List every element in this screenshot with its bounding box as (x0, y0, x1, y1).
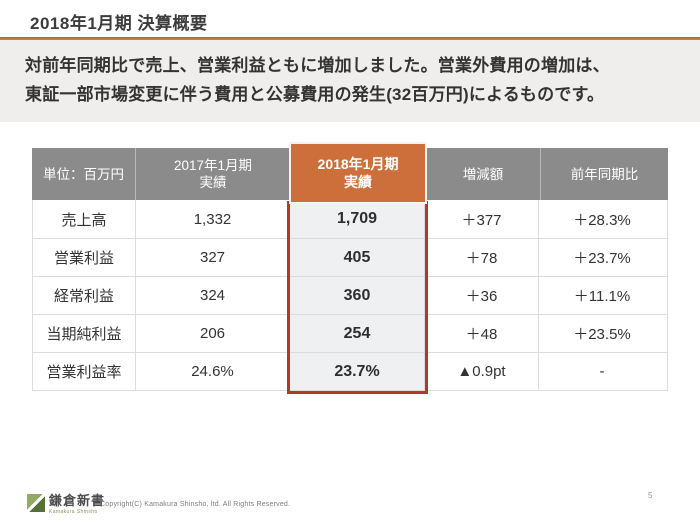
table-row-net-income: 当期純利益 206 254 ＋48 ＋23.5% (33, 314, 667, 352)
value-2017: 324 (135, 277, 289, 314)
table-row-sales: 売上高 1,332 1,709 ＋377 ＋28.3% (33, 200, 667, 238)
value-diff: ＋78 (424, 239, 538, 276)
row-label: 営業利益 (53, 250, 114, 267)
header-2018-line2: 実績 (344, 174, 372, 190)
value-yoy: - (538, 353, 665, 390)
logo-text-english: Kamakura Shinsho (49, 509, 98, 515)
logo-text-japanese: 鎌倉新書 (49, 493, 106, 508)
slide-title: 2018年1月期 決算概要 (30, 14, 208, 33)
summary-text-line1: 対前年同期比で売上、営業利益ともに増加しました。営業外費用の増加は、 (25, 56, 610, 75)
table-row-operating-profit: 営業利益 327 405 ＋78 ＋23.7% (33, 238, 667, 276)
value-diff: ▲0.9pt (424, 353, 538, 390)
summary-callout-box: 対前年同期比で売上、営業利益ともに増加しました。営業外費用の増加は、 東証一部市… (0, 40, 700, 122)
header-2018-actual: 2018年1月期 実績 (289, 142, 427, 204)
value-2017: 24.6% (135, 353, 289, 390)
header-2017-actual: 2017年1月期 実績 (135, 148, 290, 200)
kamakura-shinsho-logo-icon (27, 494, 45, 512)
value-diff: ＋36 (424, 277, 538, 314)
header-2017-line1: 2017年1月期 (173, 158, 253, 173)
value-yoy: ＋28.3% (538, 200, 665, 238)
table-row-ordinary-profit: 経常利益 324 360 ＋36 ＋11.1% (33, 276, 667, 314)
copyright-text: Copyright(C) Kamakura Shinsho, ltd. All … (100, 501, 291, 508)
page-number: 5 (648, 491, 653, 500)
value-2017: 206 (135, 315, 289, 352)
header-2018-line1: 2018年1月期 (317, 156, 399, 172)
row-label: 営業利益率 (46, 364, 122, 381)
header-yoy: 前年同期比 (540, 148, 668, 200)
value-2018: 254 (289, 315, 424, 352)
value-diff: ＋377 (424, 200, 538, 238)
value-2018: 360 (289, 277, 424, 314)
row-label: 売上高 (61, 211, 107, 229)
value-diff: ＋48 (424, 315, 538, 352)
header-unit-label: 単位：百万円 (43, 166, 124, 182)
header-diff-label: 増減額 (462, 166, 504, 182)
value-yoy: ＋23.5% (538, 315, 665, 352)
table-body: 売上高 1,332 1,709 ＋377 ＋28.3% 営業利益 327 405… (32, 200, 668, 391)
header-unit: 単位：百万円 (32, 148, 135, 200)
table-header-row: 単位：百万円 2017年1月期 実績 2018年1月期 実績 増減額 前年同期比 (32, 142, 668, 204)
header-2018-highlight-cell: 2018年1月期 実績 (289, 142, 427, 204)
summary-text-line2: 東証一部市場変更に伴う費用と公募費用の発生(32百万円)によるものです。 (25, 85, 605, 104)
financial-results-table: 単位：百万円 2017年1月期 実績 2018年1月期 実績 増減額 前年同期比 (32, 142, 668, 394)
title-divider-rule (0, 37, 700, 40)
header-yoy-label: 前年同期比 (570, 166, 639, 182)
row-label: 当期純利益 (46, 326, 122, 343)
value-2018: 405 (289, 239, 424, 276)
header-2017-line2: 実績 (199, 175, 227, 190)
value-2017: 1,332 (135, 200, 289, 238)
value-2017: 327 (135, 239, 289, 276)
table-row-operating-margin: 営業利益率 24.6% 23.7% ▲0.9pt - (33, 352, 667, 390)
value-2018: 1,709 (289, 200, 424, 238)
value-yoy: ＋23.7% (538, 239, 665, 276)
header-diff: 増減額 (425, 148, 540, 200)
value-yoy: ＋11.1% (538, 277, 665, 314)
company-logo: 鎌倉新書 Kamakura Shinsho (27, 494, 105, 515)
value-2018: 23.7% (289, 353, 424, 390)
row-label: 経常利益 (53, 288, 114, 305)
